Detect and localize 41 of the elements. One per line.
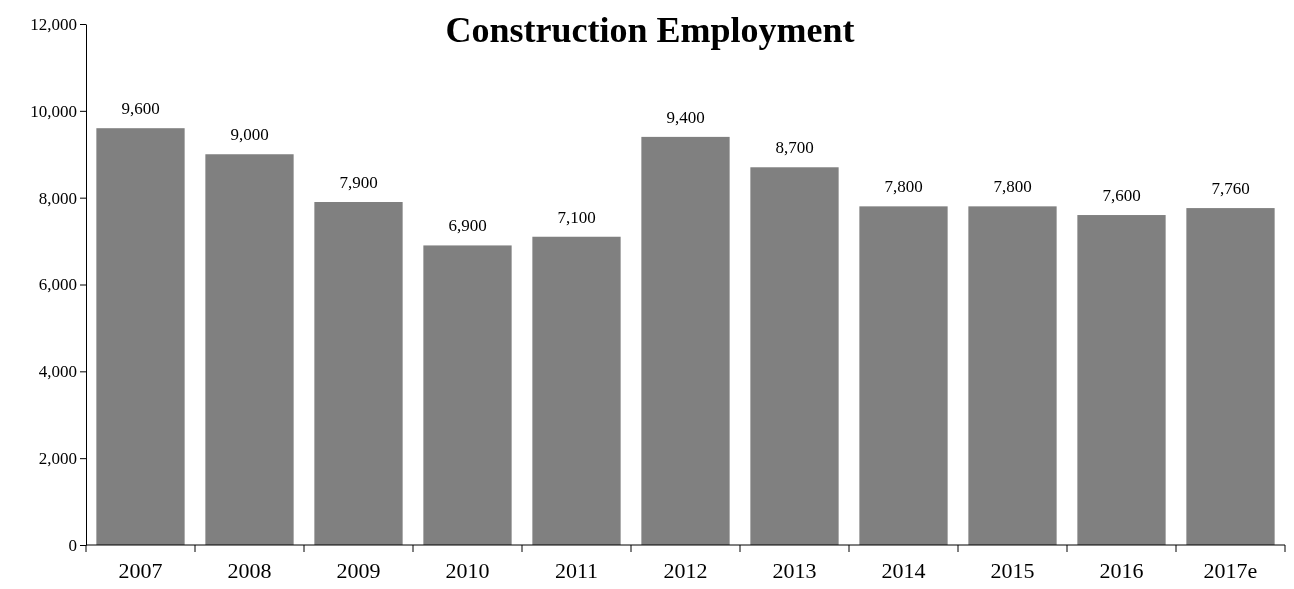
x-tick-label: 2015: [990, 558, 1035, 583]
data-label: 9,400: [666, 107, 705, 127]
x-tick-label: 2008: [227, 558, 272, 583]
y-tick-label: 8,000: [38, 188, 77, 208]
y-tick-label: 12,000: [30, 14, 77, 34]
x-tick-label: 2017e: [1203, 558, 1258, 583]
bar: [750, 167, 839, 545]
data-label: 9,000: [230, 125, 269, 145]
data-label: 7,600: [1102, 186, 1141, 206]
bar: [968, 206, 1057, 545]
x-tick-label: 2016: [1099, 558, 1144, 583]
x-tick-label: 2007: [118, 558, 163, 583]
data-label: 7,800: [993, 177, 1032, 197]
data-label: 7,100: [557, 207, 596, 227]
chart-title: Construction Employment: [445, 10, 855, 50]
data-label: 7,800: [884, 177, 923, 197]
data-label: 8,700: [775, 138, 814, 158]
data-label: 6,900: [448, 216, 487, 236]
x-tick-label: 2011: [554, 558, 599, 583]
y-tick-label: 10,000: [30, 101, 77, 121]
x-tick-label: 2010: [445, 558, 490, 583]
bar: [1077, 215, 1166, 545]
bar: [314, 202, 403, 545]
bar: [532, 236, 621, 545]
bar: [1186, 208, 1275, 545]
y-tick-label: 4,000: [38, 362, 77, 382]
bar: [96, 128, 185, 545]
bar: [641, 136, 730, 545]
bar: [423, 245, 512, 545]
bar: [859, 206, 948, 545]
y-tick-label: 0: [68, 535, 77, 555]
data-label: 7,760: [1211, 179, 1250, 199]
x-tick-label: 2012: [663, 558, 708, 583]
y-tick-label: 6,000: [38, 275, 77, 295]
data-label: 9,600: [121, 99, 160, 119]
data-label: 7,900: [339, 173, 378, 193]
x-tick-label: 2014: [881, 558, 926, 583]
y-tick-label: 2,000: [38, 449, 77, 469]
x-tick-label: 2013: [772, 558, 817, 583]
bar: [205, 154, 294, 545]
x-tick-label: 2009: [336, 558, 381, 583]
